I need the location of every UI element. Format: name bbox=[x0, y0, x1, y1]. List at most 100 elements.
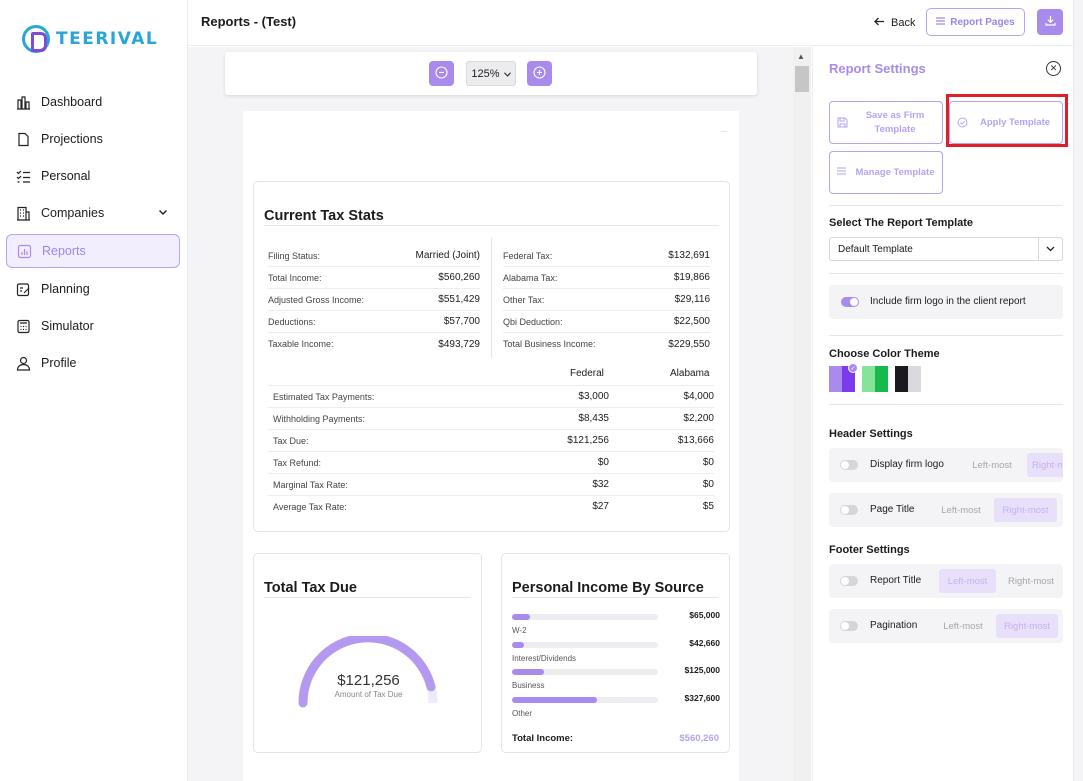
stat-value: $57,700 bbox=[443, 316, 480, 327]
option-label: Report Title bbox=[870, 575, 922, 586]
right-most-option[interactable]: Right-most bbox=[994, 498, 1057, 522]
report-chart-icon bbox=[17, 244, 32, 259]
income-by-source-card: Personal Income By Source $65,000 W-2 $4… bbox=[501, 553, 730, 753]
save-firm-template-label: Save as Firm Template bbox=[865, 109, 925, 135]
color-theme-swatch[interactable] bbox=[862, 366, 888, 392]
report-pages-button[interactable]: Report Pages bbox=[926, 8, 1025, 36]
swatch-color-a bbox=[829, 366, 842, 392]
right-most-option[interactable]: Right-most bbox=[1027, 453, 1063, 477]
display-firm-logo-toggle[interactable] bbox=[840, 460, 858, 470]
footer-option-pagination: Pagination Left-most Right-most bbox=[829, 609, 1063, 643]
swatch-color-b bbox=[875, 366, 888, 392]
income-bar-fill bbox=[512, 669, 545, 675]
option-label: Pagination bbox=[870, 620, 918, 631]
tax-due-value: $121,256 bbox=[337, 672, 400, 689]
sidebar-item-projections[interactable]: Projections bbox=[6, 122, 180, 156]
page-mark bbox=[721, 131, 727, 132]
stat-label: Other Tax: bbox=[503, 294, 545, 305]
sidebar-item-companies[interactable]: Companies bbox=[6, 196, 180, 230]
federal-value: $0 bbox=[597, 457, 609, 468]
card-title: Total Tax Due bbox=[264, 580, 357, 596]
stat-label: Qbi Deduction: bbox=[503, 316, 563, 327]
report-title-toggle[interactable] bbox=[840, 576, 858, 586]
sidebar-item-simulator[interactable]: Simulator bbox=[6, 309, 180, 343]
right-most-option[interactable]: Right-most bbox=[996, 614, 1058, 638]
federal-value: $32 bbox=[592, 479, 609, 490]
sidebar-item-dashboard[interactable]: Dashboard bbox=[6, 85, 180, 119]
report-preview[interactable]: 125% Current Tax Stats Filing Status: Mar… bbox=[188, 47, 793, 781]
divider bbox=[829, 335, 1063, 336]
color-theme-swatch[interactable]: ✓ bbox=[829, 363, 858, 392]
scroll-thumb[interactable] bbox=[795, 66, 809, 92]
divider bbox=[829, 404, 1063, 405]
swatch-color-a bbox=[895, 366, 908, 392]
sidebar-item-profile[interactable]: Profile bbox=[6, 346, 180, 380]
income-label: Business bbox=[512, 681, 545, 690]
chevron-down-icon[interactable] bbox=[158, 206, 168, 220]
stat-value: $229,550 bbox=[668, 338, 710, 350]
gauge-fill bbox=[298, 636, 436, 708]
check-icon: ✓ bbox=[848, 363, 858, 373]
left-most-option[interactable]: Left-most bbox=[972, 459, 1012, 471]
zoom-select[interactable]: 125% bbox=[466, 61, 516, 86]
top-header: Reports - (Test) Back Report Pages bbox=[188, 0, 1073, 46]
save-firm-template-button[interactable]: Save as Firm Template bbox=[829, 101, 943, 144]
settings-title: Report Settings bbox=[829, 61, 926, 76]
color-theme-swatch[interactable] bbox=[895, 366, 921, 392]
total-tax-due-card: Total Tax Due $121,256 Amount of Tax Due bbox=[253, 553, 482, 753]
zoom-out-button[interactable] bbox=[429, 61, 454, 86]
state-value: $0 bbox=[702, 479, 714, 490]
state-value: $0 bbox=[702, 457, 714, 468]
sidebar-item-planning[interactable]: Planning bbox=[6, 272, 180, 306]
left-most-option[interactable]: Left-most bbox=[943, 620, 983, 632]
table-row: Withholding Payments: $8,435 $2,200 bbox=[268, 407, 714, 429]
swatch-color-a bbox=[862, 366, 875, 392]
table-row: Average Tax Rate: $27 $5 bbox=[268, 495, 714, 517]
zoom-in-button[interactable] bbox=[527, 61, 552, 86]
page-title-toggle[interactable] bbox=[840, 505, 858, 515]
sidebar-item-personal[interactable]: Personal bbox=[6, 159, 180, 193]
sidebar-item-reports[interactable]: Reports bbox=[6, 234, 180, 268]
sidebar-item-label: Personal bbox=[41, 169, 91, 183]
logo-mark-icon bbox=[22, 25, 50, 53]
highlight-box bbox=[946, 94, 1068, 147]
left-most-option[interactable]: Left-most bbox=[939, 569, 996, 593]
income-value: $65,000 bbox=[689, 610, 720, 620]
brand-name: TEERIVAL bbox=[56, 29, 159, 49]
scroll-up-arrow-icon[interactable]: ▲ bbox=[797, 52, 805, 61]
stat-row: Other Tax: $29,116 bbox=[503, 289, 710, 311]
stat-label: Taxable Income: bbox=[268, 339, 334, 349]
chevron-down-icon bbox=[503, 68, 511, 80]
pagination-toggle[interactable] bbox=[840, 621, 858, 631]
checklist-icon bbox=[16, 169, 31, 184]
zoom-value: 125% bbox=[471, 67, 500, 80]
calculator-icon bbox=[16, 319, 31, 334]
row-label: Tax Due: bbox=[273, 435, 309, 446]
template-select[interactable]: Default Template bbox=[829, 237, 1063, 261]
preview-scrollbar[interactable]: ▲ bbox=[793, 47, 811, 781]
row-label: Marginal Tax Rate: bbox=[273, 479, 348, 490]
manage-template-button[interactable]: Manage Template bbox=[829, 151, 943, 194]
income-bar-fill bbox=[512, 642, 524, 648]
window-edge bbox=[1073, 0, 1083, 781]
swatch-color-b bbox=[908, 366, 921, 392]
check-circle-icon bbox=[957, 117, 968, 131]
current-tax-stats-card: Current Tax Stats Filing Status: Married … bbox=[253, 181, 730, 532]
total-income-value: $560,260 bbox=[679, 733, 719, 744]
brand-logo[interactable]: TEERIVAL bbox=[22, 25, 158, 53]
divider bbox=[829, 273, 1063, 274]
income-bar-track bbox=[512, 614, 658, 620]
column-divider bbox=[491, 238, 492, 358]
firm-logo-toggle[interactable] bbox=[841, 297, 859, 307]
left-most-option[interactable]: Left-most bbox=[941, 504, 981, 516]
right-most-option[interactable]: Right-most bbox=[1008, 575, 1054, 587]
column-header-alabama: Alabama bbox=[670, 368, 710, 379]
stat-row: Total Income: $560,260 bbox=[268, 267, 480, 289]
close-icon[interactable]: ✕ bbox=[1046, 61, 1061, 76]
back-button[interactable]: Back bbox=[874, 12, 915, 34]
sidebar: TEERIVAL Dashboard Projections Personal … bbox=[0, 0, 188, 781]
apply-template-button[interactable]: Apply Template bbox=[949, 101, 1063, 144]
apply-template-label: Apply Template bbox=[979, 116, 1051, 128]
selected-template: Default Template bbox=[838, 243, 913, 255]
download-button[interactable] bbox=[1037, 9, 1063, 35]
